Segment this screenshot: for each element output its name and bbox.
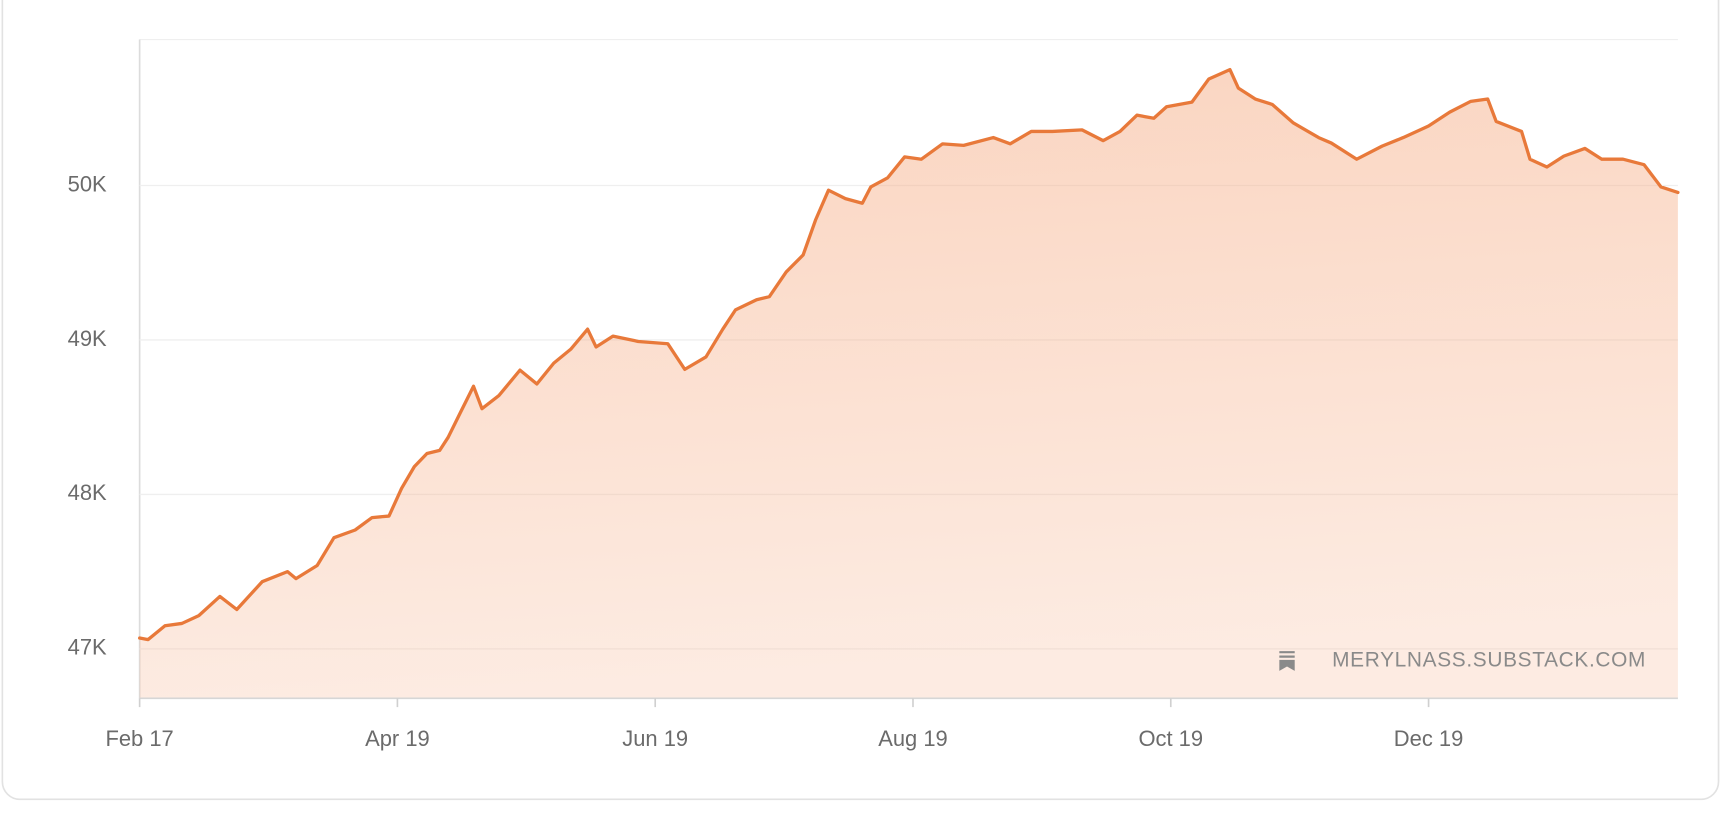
x-tick-label: Aug 19 bbox=[878, 726, 948, 751]
y-tick-label: 49K bbox=[68, 326, 107, 351]
axes: 47K 48K 49K 50K Feb 17 Apr 19 Jun 19 Aug 19 Oct … bbox=[68, 171, 1464, 751]
x-tick-label: Dec 19 bbox=[1394, 726, 1464, 751]
y-tick-label: 48K bbox=[68, 480, 107, 505]
plot bbox=[137, 67, 1680, 699]
x-tick-label: Feb 17 bbox=[105, 726, 173, 751]
x-tick-label: Oct 19 bbox=[1138, 726, 1203, 751]
watermark: MERYLNASS.SUBSTACK.COM bbox=[1332, 649, 1646, 672]
y-tick-label: 50K bbox=[68, 171, 107, 196]
x-tick-label: Apr 19 bbox=[365, 726, 430, 751]
y-tick-label: 47K bbox=[68, 635, 107, 660]
line bbox=[137, 67, 1680, 642]
area-fill bbox=[139, 69, 1678, 699]
watermark-icon bbox=[1279, 651, 1295, 671]
x-tick-label: Jun 19 bbox=[622, 726, 688, 751]
